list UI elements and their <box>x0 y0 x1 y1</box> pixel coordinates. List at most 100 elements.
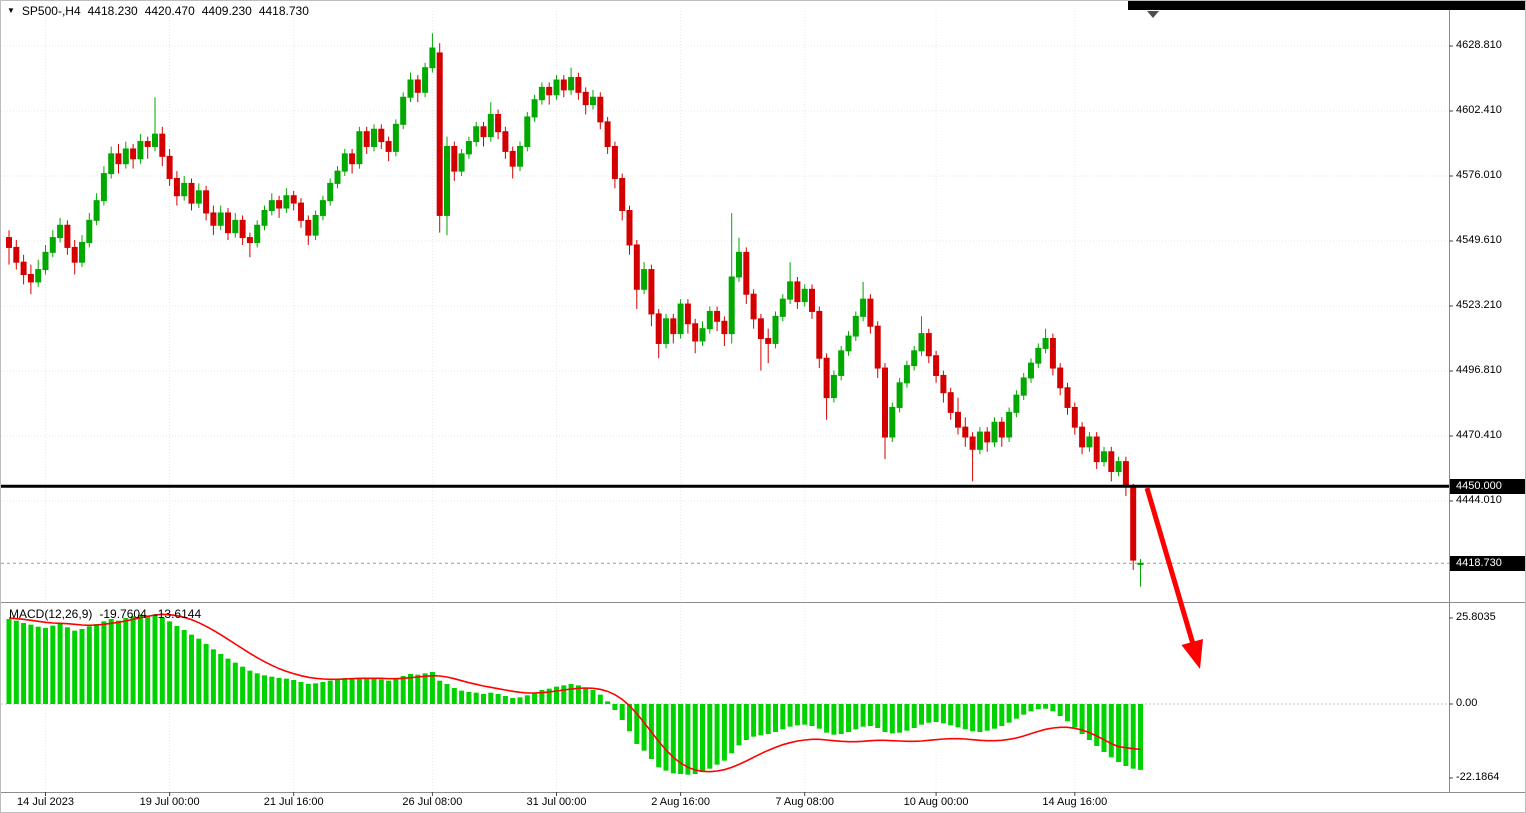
candle-body <box>502 131 509 152</box>
time-axis[interactable]: 14 Jul 2023 19 Jul 00:00 21 Jul 16:00 26 Ju… <box>1 793 1525 812</box>
macd-histogram-bar <box>721 704 727 761</box>
macd-histogram-bar <box>824 704 830 733</box>
price-tick-label: 4523.210 <box>1456 298 1502 311</box>
top-black-strip <box>1128 1 1525 10</box>
macd-histogram-bar <box>1006 704 1012 723</box>
macd-histogram-bar <box>327 680 333 704</box>
macd-histogram-bar <box>364 678 370 704</box>
candle-body <box>955 411 961 428</box>
macd-histogram-bar <box>568 684 574 704</box>
candle-body <box>765 338 772 344</box>
macd-histogram-bar <box>422 673 428 704</box>
macd-histogram-bar <box>685 704 691 775</box>
candle-body <box>743 251 750 295</box>
macd-histogram-bar <box>79 629 85 704</box>
macd-name: MACD(12,26,9) <box>9 607 93 621</box>
candle-body <box>35 269 42 283</box>
candle-body <box>283 195 290 209</box>
macd-histogram-bar <box>305 684 311 704</box>
candle-body <box>436 52 443 216</box>
macd-histogram-bar <box>240 666 246 704</box>
symbol-period-label: SP500-,H4 <box>21 4 81 18</box>
candle-body <box>663 318 669 344</box>
candle-body <box>546 86 553 96</box>
macd-histogram-bar <box>1116 704 1122 762</box>
macd-histogram-bar <box>1079 704 1085 734</box>
candle-body <box>115 153 122 165</box>
candle-body <box>1130 485 1137 561</box>
macd-histogram-bar <box>495 694 501 704</box>
macd-histogram-bar <box>904 704 910 731</box>
symbol-header: ▼ SP500-,H4 4418.230 4420.470 4409.230 4… <box>7 4 309 18</box>
macd-histogram-bar <box>298 682 304 704</box>
hline-price-badge: 4450.000 <box>1450 478 1525 494</box>
chart-shift-marker-icon[interactable] <box>1147 11 1159 18</box>
candle-body <box>823 357 830 399</box>
macd-histogram-bar <box>218 654 224 704</box>
candle-body <box>684 303 691 325</box>
time-tick-label: 10 Aug 00:00 <box>903 796 969 808</box>
macd-histogram-bar <box>875 704 881 728</box>
macd-histogram-bar <box>867 704 873 726</box>
candle-body <box>940 374 947 394</box>
candle-body <box>597 96 604 123</box>
time-tick-label: 31 Jul 00:00 <box>526 796 587 808</box>
candle-body <box>633 244 640 290</box>
macd-histogram-bar <box>605 701 611 704</box>
collapse-triangle-icon[interactable]: ▼ <box>7 6 15 15</box>
macd-histogram-bar <box>254 673 260 704</box>
ohlc-close: 4418.730 <box>258 4 309 18</box>
candle-body <box>830 374 837 399</box>
macd-histogram-bar <box>539 690 545 704</box>
macd-histogram-bar <box>846 704 851 732</box>
candle-body <box>794 281 801 303</box>
time-tick-label: 14 Aug 16:00 <box>1042 796 1108 808</box>
macd-histogram-bar <box>707 704 713 769</box>
macd-histogram-bar <box>897 704 903 733</box>
candle-body <box>312 214 319 236</box>
macd-histogram-bar <box>926 704 932 723</box>
macd-histogram-bar <box>50 625 56 704</box>
candle-body <box>305 219 312 236</box>
candle-body <box>130 148 137 160</box>
macd-histogram-bar <box>64 627 70 704</box>
candle-body <box>13 246 20 263</box>
candle-body <box>363 131 370 147</box>
price-axis[interactable]: 4628.810 4602.410 4576.010 4549.610 4523.210… <box>1450 1 1525 792</box>
candle-body <box>604 121 611 147</box>
macd-histogram-bar <box>488 692 494 704</box>
price-tick-label: 4549.610 <box>1456 233 1502 246</box>
candle-body <box>71 246 78 263</box>
candle-body <box>706 310 713 330</box>
candle-body <box>1020 377 1027 396</box>
macd-histogram-bar <box>794 704 800 726</box>
candle-body <box>1093 436 1100 463</box>
candle-body <box>524 116 531 147</box>
price-tick-label: 4576.010 <box>1456 168 1502 181</box>
macd-histogram-bar <box>714 704 720 765</box>
time-tick-label: 7 Aug 08:00 <box>775 796 835 808</box>
macd-histogram-bar <box>977 704 983 732</box>
candle-body <box>334 170 341 184</box>
candle-body <box>276 200 283 209</box>
candle-body <box>1071 406 1078 428</box>
candle-body <box>889 406 896 438</box>
candle-body <box>42 251 49 271</box>
ohlc-high: 4420.470 <box>144 4 195 18</box>
macd-histogram-bar <box>1057 704 1063 716</box>
candle-body <box>93 200 100 221</box>
candle-body <box>181 182 188 197</box>
macd-histogram-bar <box>641 704 647 751</box>
macd-histogram-bar <box>196 638 202 704</box>
candle-body <box>1108 451 1115 472</box>
macd-signal-value: -13.6144 <box>153 607 202 621</box>
candle-body <box>896 382 903 408</box>
macd-histogram-bar <box>167 621 173 704</box>
candle-body <box>210 212 217 226</box>
macd-histogram-bar <box>159 617 165 704</box>
macd-histogram-bar <box>291 680 297 704</box>
candle-body <box>903 365 910 384</box>
candle-body <box>626 209 633 246</box>
